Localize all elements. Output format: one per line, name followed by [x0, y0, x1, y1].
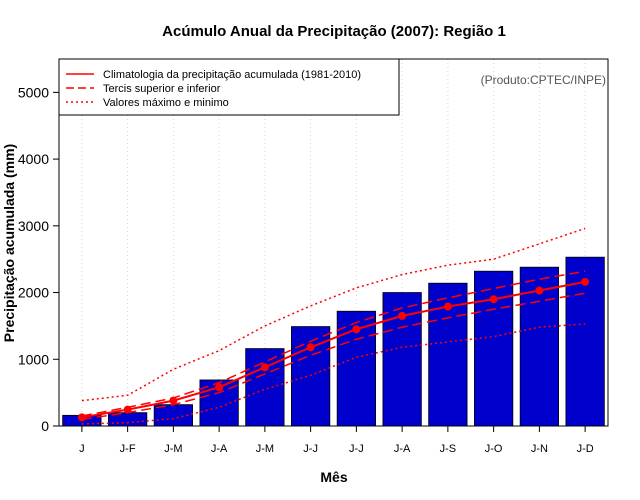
x-axis-label: Mês [320, 469, 347, 485]
lines-group [81, 227, 586, 425]
tercile-line [81, 270, 586, 417]
x-tick-label: J-J [303, 443, 318, 455]
x-tick-label: J-M [256, 443, 274, 455]
x-tick-label: J-A [211, 443, 228, 455]
bar [245, 348, 285, 427]
climatology-point [398, 311, 407, 320]
tercile-line [81, 292, 586, 421]
y-tick-label: 5000 [18, 84, 49, 100]
y-tick-label: 2000 [18, 285, 49, 301]
bars-group [62, 256, 605, 427]
credit-text: (Produto:CPTEC/INPE) [481, 73, 606, 87]
climatology-point [260, 363, 269, 372]
x-tick-label: J-D [577, 443, 594, 455]
climatology-point [535, 286, 544, 295]
x-tick-label: J-M [164, 443, 182, 455]
climatology-line [81, 280, 586, 419]
extreme-line [81, 323, 586, 425]
x-tick-label: J-O [485, 443, 503, 455]
x-tick-label: J-N [531, 443, 548, 455]
chart-title: Acúmulo Anual da Precipitação (2007): Re… [162, 23, 506, 40]
legend: Climatologia da precipitação acumulada (… [58, 58, 400, 116]
legend-entry-tercis: Tercis superior e inferior [103, 83, 221, 95]
climatology-point [123, 405, 132, 414]
x-tick-label: J-F [120, 443, 136, 455]
y-axis: 0 1000 2000 3000 4000 5000 [18, 84, 59, 434]
y-tick-label: 1000 [18, 351, 49, 367]
y-tick-label: 3000 [18, 218, 49, 234]
y-axis-label: Precipitação acumulada (mm) [1, 144, 17, 342]
legend-box [58, 58, 400, 116]
bar [474, 270, 514, 427]
x-tick-label: J-A [394, 443, 411, 455]
x-tick-label: J-J [349, 443, 364, 455]
climatology-point [215, 383, 224, 392]
y-tick-label: 0 [41, 418, 49, 434]
x-tick-label: J-S [440, 443, 457, 455]
climatology-point [352, 325, 361, 334]
y-tick-label: 4000 [18, 151, 49, 167]
legend-entry-climatology: Climatologia da precipitação acumulada (… [103, 69, 361, 81]
climatology-point [489, 295, 498, 304]
x-axis: J J-F J-M J-A J-M J-J J-J J-A J-S J-O J-N J-D [79, 426, 594, 455]
climatology-point [581, 277, 590, 286]
climatology-point [306, 343, 315, 352]
x-tick-label: J [79, 443, 85, 455]
points-group [77, 277, 590, 422]
legend-entry-extremes: Valores máximo e minimo [103, 97, 229, 109]
climatology-point [443, 302, 452, 311]
climatology-point [77, 413, 86, 422]
climatology-point [169, 396, 178, 405]
